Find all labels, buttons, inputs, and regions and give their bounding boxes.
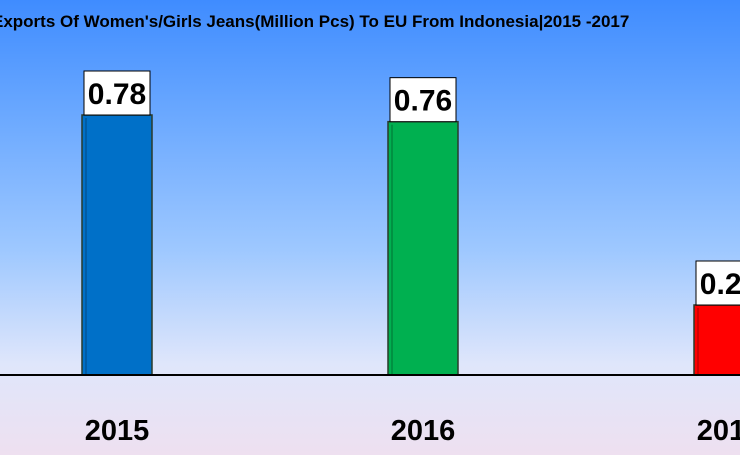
data-label-2015: 0.78: [88, 78, 146, 111]
x-tick-label-2015: 2015: [85, 415, 150, 447]
x-tick-label-2016: 2016: [391, 415, 456, 447]
chart-title: Exports Of Women's/Girls Jeans(Million P…: [0, 12, 630, 31]
data-label-box: [83, 70, 151, 116]
bar-2017: [693, 304, 740, 376]
x-tick-label-2017: 2017: [697, 415, 740, 447]
data-label-2016: 0.76: [394, 85, 452, 118]
bar-2016: [387, 120, 459, 376]
bar-2015: [81, 114, 153, 376]
data-label-2017: 0.21: [700, 268, 740, 301]
data-label-box: [695, 260, 740, 306]
data-label-box: [389, 77, 457, 123]
